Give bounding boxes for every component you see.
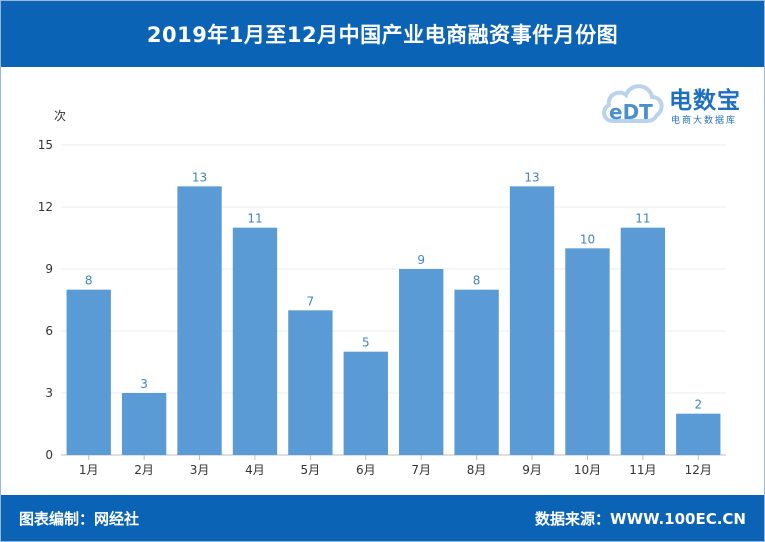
- x-tick-label: 2月: [134, 463, 154, 477]
- data-label: 10: [580, 232, 595, 246]
- y-axis-unit-label: 次: [54, 109, 66, 123]
- cloud-logo-icon: eDT: [602, 84, 664, 124]
- x-tick-label: 1月: [79, 463, 99, 477]
- x-tick-label: 6月: [356, 463, 376, 477]
- bar-chart: 次 0 3 6 9 12 15 8 1月 3 2月 13 3月 11 4月 7 5月 5 6月 9 7月 8 8月 13 9月 1…: [38, 109, 726, 477]
- bar: [232, 227, 278, 455]
- bar: [676, 413, 721, 455]
- bar: [177, 186, 222, 455]
- footer-bar: 图表编制：网经社 数据来源：WWW.100EC.CN: [1, 495, 764, 541]
- data-label: 11: [635, 212, 650, 226]
- bar: [509, 186, 555, 455]
- chart-title: 2019年1月至12月中国产业电商融资事件月份图: [146, 23, 619, 47]
- data-label: 13: [524, 170, 539, 184]
- x-tick-label: 4月: [245, 463, 265, 477]
- y-tick-label: 6: [45, 324, 53, 338]
- x-tick-label: 12月: [685, 463, 712, 477]
- logo-subtitle: 电商大数据库: [671, 116, 738, 126]
- data-label: 9: [417, 253, 425, 267]
- data-label: 7: [307, 294, 315, 308]
- bar: [288, 310, 333, 455]
- data-label: 5: [362, 336, 370, 350]
- footer-credit: 图表编制：网经社: [19, 510, 140, 528]
- bar: [620, 227, 666, 455]
- brand-logo: eDT 电数宝 电商大数据库: [599, 73, 749, 135]
- data-label: 13: [192, 170, 207, 184]
- x-tick-label: 3月: [190, 463, 210, 477]
- x-tick-label: 11月: [629, 463, 656, 477]
- y-tick-label: 12: [38, 200, 53, 214]
- x-tick-label: 10月: [574, 463, 601, 477]
- logo-mark: eDT: [609, 100, 653, 124]
- data-label: 3: [140, 377, 148, 391]
- data-label: 2: [694, 398, 702, 412]
- bar: [399, 269, 444, 455]
- bar: [121, 393, 167, 455]
- y-tick-label: 0: [45, 448, 53, 462]
- title-bar: 2019年1月至12月中国产业电商融资事件月份图: [1, 1, 764, 67]
- bar: [454, 289, 499, 455]
- x-tick-label: 8月: [467, 463, 487, 477]
- data-label: 8: [85, 274, 93, 288]
- bar: [343, 351, 388, 455]
- x-tick-label: 9月: [522, 463, 542, 477]
- x-tick-label: 5月: [301, 463, 321, 477]
- logo-name: 电数宝: [669, 88, 741, 114]
- data-label: 11: [247, 212, 262, 226]
- y-tick-label: 9: [45, 262, 53, 276]
- x-tick-label: 7月: [411, 463, 431, 477]
- y-tick-label: 15: [38, 138, 53, 152]
- data-label: 8: [473, 274, 481, 288]
- bar: [565, 248, 610, 455]
- footer-source: 数据来源：WWW.100EC.CN: [535, 510, 746, 528]
- bar: [66, 289, 111, 455]
- y-tick-label: 3: [45, 386, 53, 400]
